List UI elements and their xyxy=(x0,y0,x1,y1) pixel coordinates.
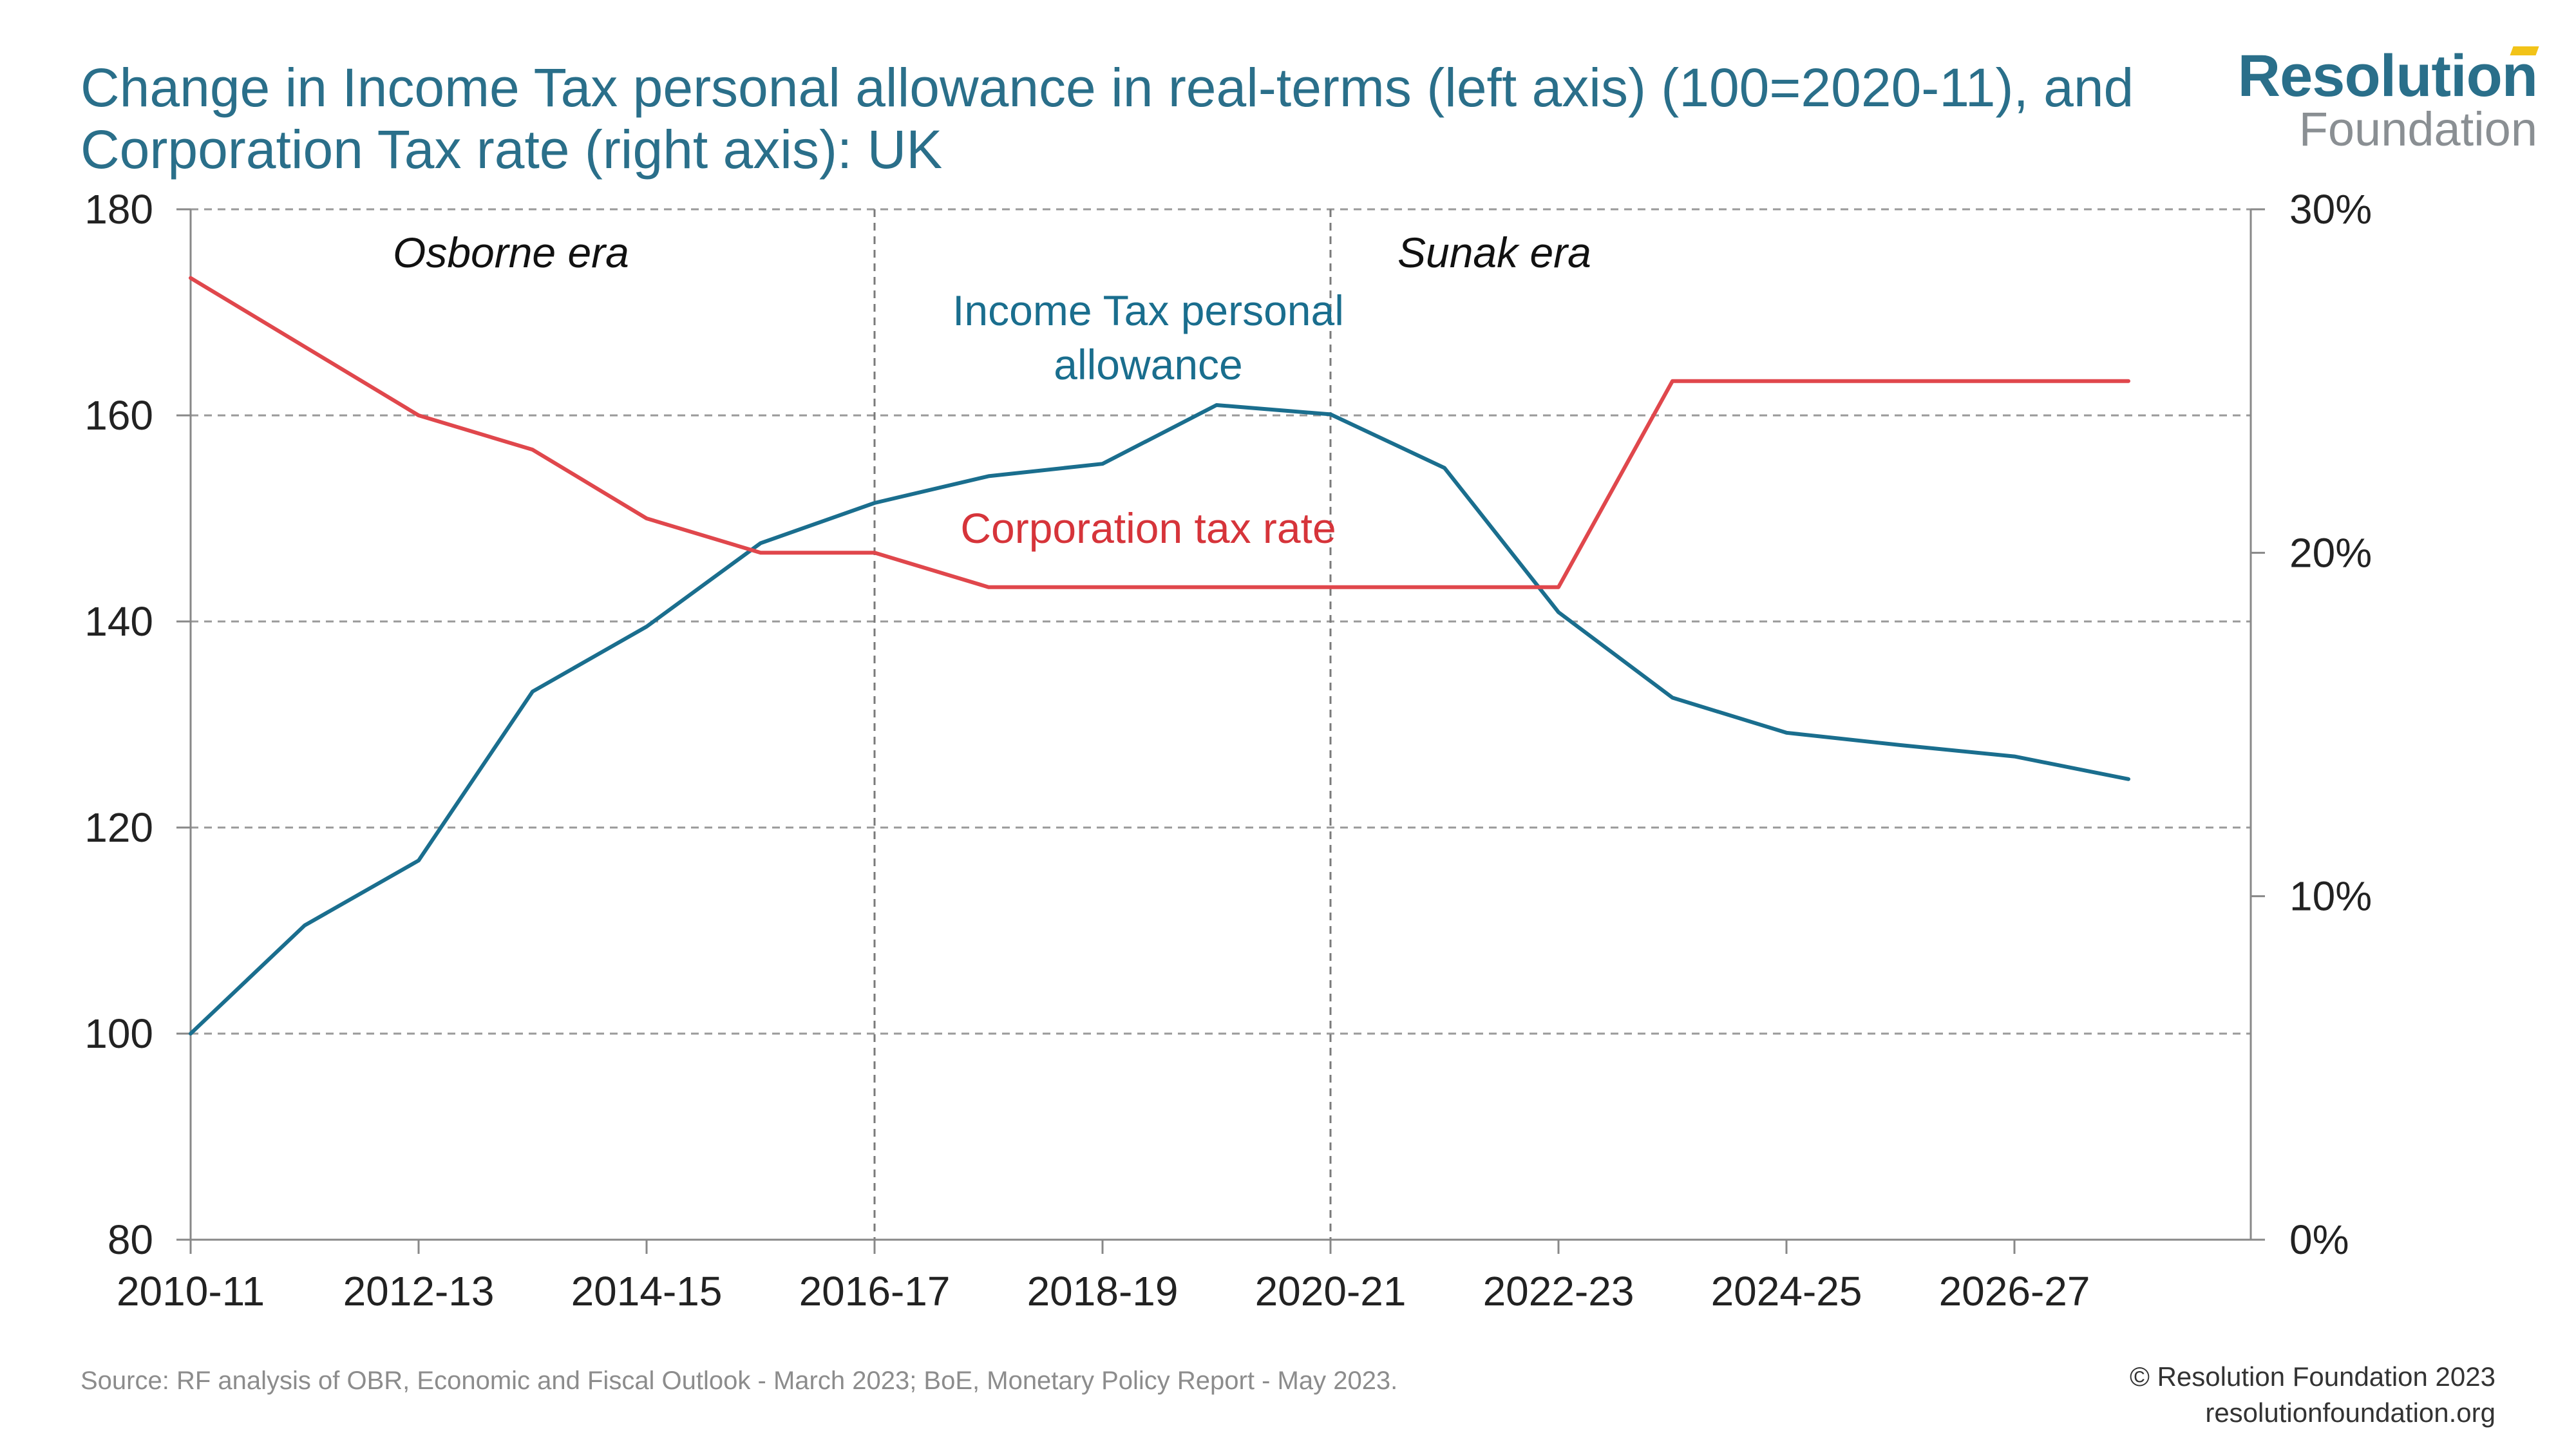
x-tick-label-2022-23: 2022-23 xyxy=(1483,1268,1634,1314)
chart-title: Change in Income Tax personal allowance … xyxy=(80,57,2141,180)
website-link[interactable]: resolutionfoundation.org xyxy=(2205,1397,2496,1428)
left-tick-label-160: 160 xyxy=(84,392,153,439)
chart-title-line-1: Change in Income Tax personal allowance … xyxy=(80,57,2134,118)
era-dividers xyxy=(873,209,1332,1240)
x-tick-label-2018-19: 2018-19 xyxy=(1027,1268,1179,1314)
right-tick-label-0: 0% xyxy=(2289,1217,2349,1263)
logo-sub-text: Foundation xyxy=(2298,102,2537,156)
annotations: Osborne era Sunak era Income Tax personal a… xyxy=(393,229,1591,552)
chart-title-line-2: Corporation Tax rate (right axis): UK xyxy=(80,119,943,180)
right-tick-label-10: 10% xyxy=(2289,873,2372,920)
x-tick-label-2012-13: 2012-13 xyxy=(343,1268,495,1314)
annotation-sunak-era: Sunak era xyxy=(1397,229,1591,276)
left-tick-label-140: 140 xyxy=(84,598,153,645)
left-tick-label-180: 180 xyxy=(84,186,153,232)
x-tick-label-2026-27: 2026-27 xyxy=(1939,1268,2090,1314)
left-tick-label-80: 80 xyxy=(108,1217,153,1263)
series-label-income-tax-line-2: allowance xyxy=(1054,341,1243,388)
series-label-income-tax: Income Tax personal allowance xyxy=(952,287,1344,388)
left-tick-label-120: 120 xyxy=(84,804,153,851)
gridlines xyxy=(191,208,2251,1035)
copyright-block: © Resolution Foundation 2023 resolutionf… xyxy=(2130,1359,2496,1431)
series-lines xyxy=(189,276,2130,1036)
left-tick-label-100: 100 xyxy=(84,1010,153,1057)
series-label-corporation-tax: Corporation tax rate xyxy=(960,504,1336,552)
income-tax-allowance-line xyxy=(189,403,2130,1036)
x-tick-label-2016-17: 2016-17 xyxy=(799,1268,951,1314)
x-tick-label-2014-15: 2014-15 xyxy=(571,1268,723,1314)
copyright-text: © Resolution Foundation 2023 xyxy=(2129,1361,2496,1392)
axes: 80 100 120 140 160 180 0% 10% 20% 30% 2010-11 2012-… xyxy=(84,186,2372,1314)
logo-main-text: Resolution xyxy=(2237,43,2538,109)
right-tick-label-20: 20% xyxy=(2289,529,2372,576)
resolution-foundation-logo: Resolution Foundation xyxy=(2237,43,2539,156)
annotation-osborne-era: Osborne era xyxy=(393,229,629,276)
x-tick-label-2010-11: 2010-11 xyxy=(117,1268,265,1314)
source-note: Source: RF analysis of OBR, Economic and… xyxy=(80,1367,1398,1395)
series-label-income-tax-line-1: Income Tax personal xyxy=(952,287,1344,334)
x-tick-label-2020-21: 2020-21 xyxy=(1255,1268,1406,1314)
corporation-tax-rate-line xyxy=(189,276,2130,589)
right-tick-label-30: 30% xyxy=(2289,186,2372,232)
x-tick-label-2024-25: 2024-25 xyxy=(1711,1268,1862,1314)
